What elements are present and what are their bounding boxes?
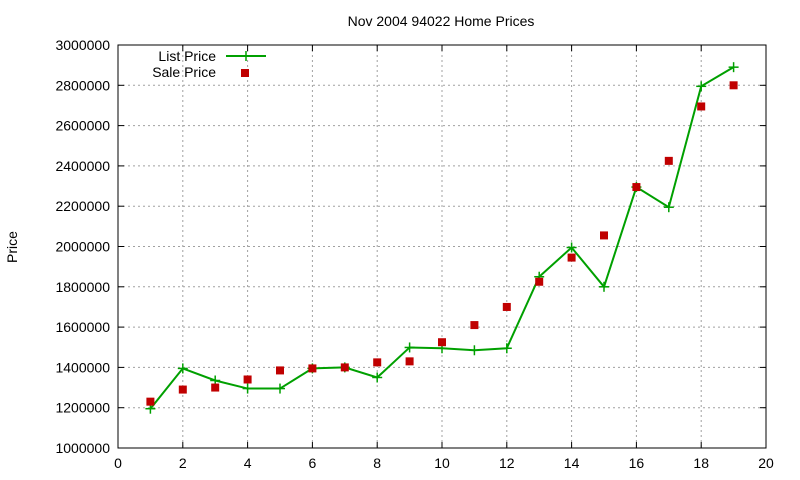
list-price-point — [501, 343, 512, 354]
legend-entry-sale-price: Sale Price — [152, 64, 249, 80]
list-price-point — [566, 242, 577, 253]
sale-price-point — [211, 383, 220, 392]
x-tick-label: 16 — [629, 455, 645, 471]
sale-price-point — [567, 253, 576, 262]
sale-price-point — [697, 102, 706, 111]
sale-price-point — [308, 364, 317, 373]
sale-price-point — [373, 358, 382, 367]
legend-marker — [241, 51, 251, 61]
y-tick-label: 3000000 — [55, 37, 110, 53]
list-price-point — [242, 383, 253, 394]
sale-price-point — [470, 321, 479, 330]
sale-price-point — [664, 156, 673, 165]
sale-price-point — [600, 231, 608, 240]
sale-price-point — [535, 277, 544, 286]
sale-price-point — [276, 366, 284, 375]
list-price-point — [469, 345, 480, 356]
legend-label: Sale Price — [152, 64, 216, 80]
sale-price-point — [243, 375, 252, 384]
sale-price-point — [405, 357, 414, 366]
sale-price-point — [178, 385, 187, 394]
list-price-point — [663, 202, 674, 213]
x-tick-label: 14 — [564, 455, 580, 471]
axes: 0 2 4 6 8 10 12 14 16 18 20 1000000 1200000 1400000 16… — [55, 37, 774, 471]
sale-price-point — [146, 397, 155, 406]
x-tick-label: 0 — [114, 455, 122, 471]
list-price-point — [728, 62, 739, 73]
y-tick-label: 1400000 — [55, 359, 110, 375]
list-price-line — [149, 66, 735, 410]
x-tick-label: 8 — [373, 455, 381, 471]
list-price-point — [599, 281, 609, 292]
sale-price-point — [632, 183, 641, 192]
y-axis-label: Price — [4, 231, 20, 263]
sale-price-point — [438, 338, 446, 347]
y-tick-label: 1600000 — [55, 319, 110, 335]
y-tick-label: 1000000 — [55, 440, 110, 456]
y-tick-label: 2400000 — [55, 158, 110, 174]
sale-price-point — [502, 302, 511, 311]
x-tick-label: 12 — [499, 455, 515, 471]
y-tick-label: 2600000 — [55, 118, 110, 134]
legend-marker — [241, 69, 249, 77]
list-price-point — [404, 342, 415, 353]
y-tick-label: 2200000 — [55, 198, 110, 214]
y-tick-label: 2800000 — [55, 77, 110, 93]
list-price-point — [372, 372, 383, 383]
list-price-point — [275, 383, 285, 394]
chart-title: Nov 2004 94022 Home Prices — [348, 13, 535, 29]
legend-entry-list-price: List Price — [158, 48, 266, 64]
legend-label: List Price — [158, 48, 216, 64]
series-layer — [145, 62, 739, 414]
list-price-point — [696, 81, 707, 92]
sale-price-point — [340, 363, 349, 372]
x-tick-label: 2 — [179, 455, 187, 471]
y-tick-label: 2000000 — [55, 239, 110, 255]
list-price-point — [177, 363, 188, 374]
x-tick-label: 20 — [758, 455, 774, 471]
sale-price-series — [146, 81, 738, 406]
y-tick-label: 1800000 — [55, 279, 110, 295]
x-tick-label: 6 — [309, 455, 317, 471]
x-tick-label: 4 — [244, 455, 252, 471]
x-tick-label: 18 — [693, 455, 709, 471]
y-tick-label: 1200000 — [55, 400, 110, 416]
sale-price-point — [729, 81, 738, 90]
x-tick-label: 10 — [434, 455, 450, 471]
